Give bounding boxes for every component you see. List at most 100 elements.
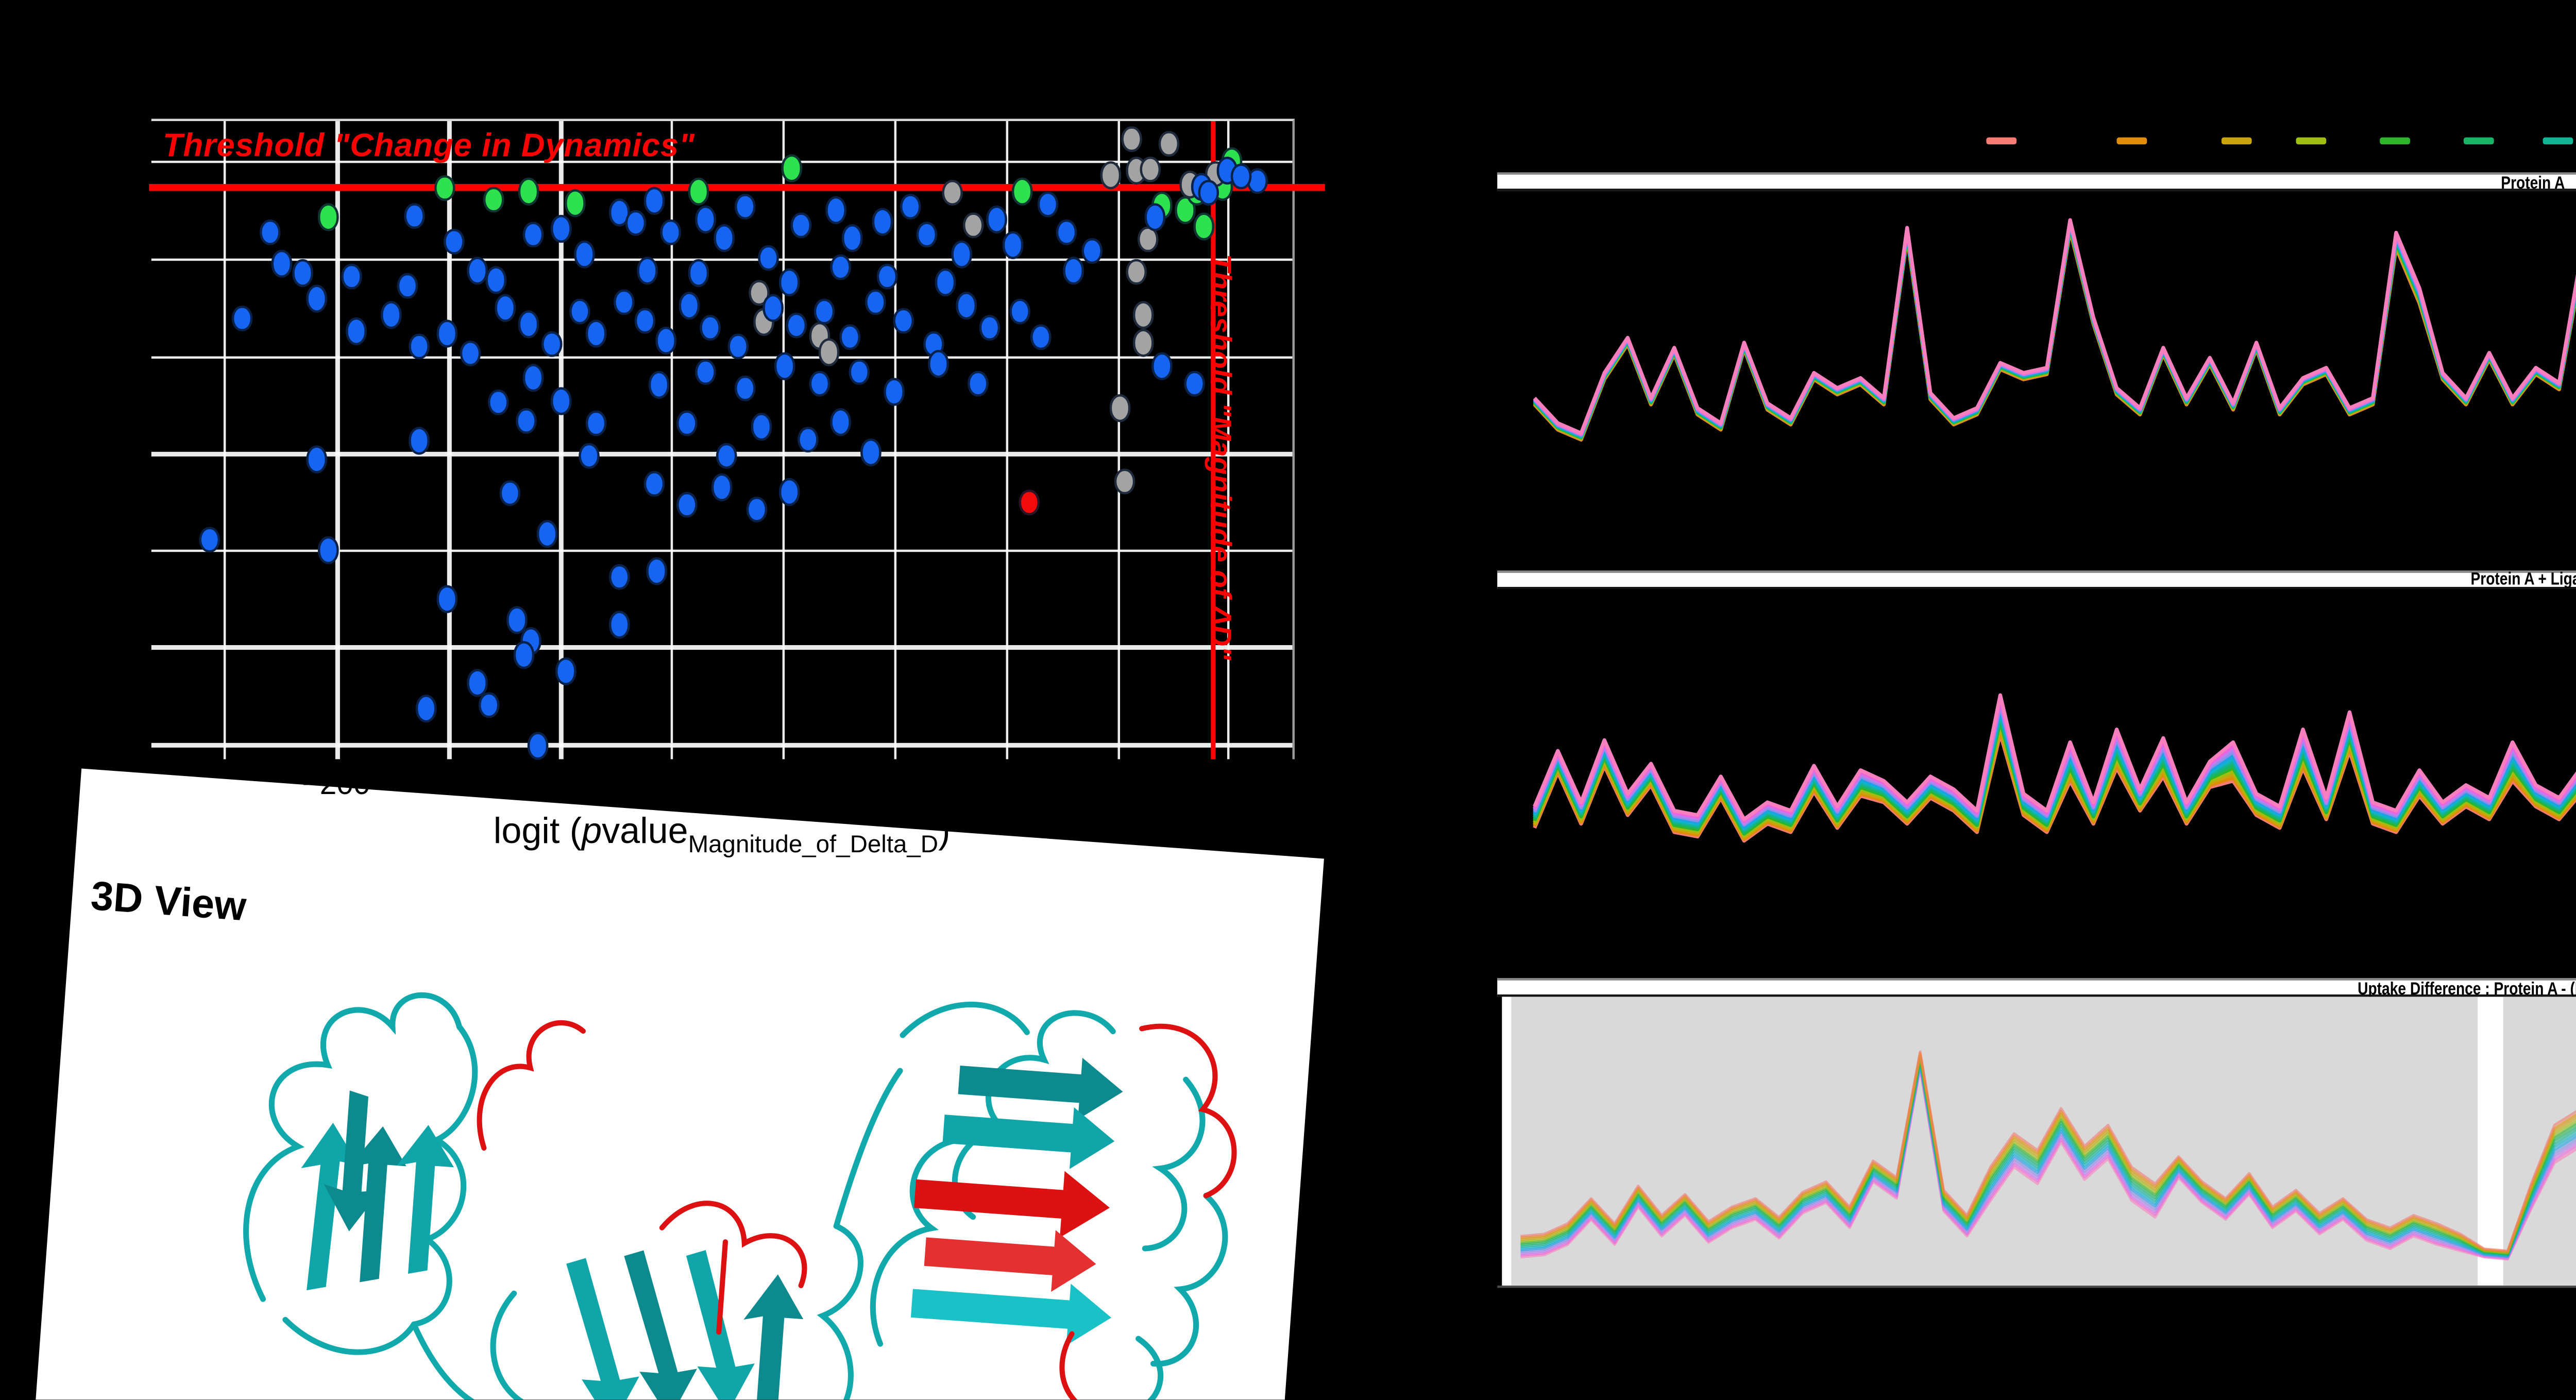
gridline-vertical	[670, 120, 674, 760]
gridline-vertical	[1005, 120, 1008, 760]
gridline-horizontal	[151, 160, 1293, 164]
scatter-point	[677, 410, 699, 437]
scatter-point	[435, 174, 456, 201]
scatter-point	[831, 408, 852, 435]
chart-title-protein-a: Protein A	[2501, 171, 2566, 193]
scatter-point	[968, 369, 989, 397]
scatter-point	[928, 350, 950, 378]
x-tick-mark	[1227, 759, 1231, 769]
chart-title-bar-protein-a-ligand: Protein A + Ligand	[1497, 568, 2576, 589]
scatter-point	[951, 241, 972, 268]
scatter-point	[1082, 238, 1104, 265]
scatter-point	[586, 321, 607, 348]
scatter-point	[625, 210, 647, 237]
legend-color-dash	[2296, 137, 2327, 144]
scatter-point	[1158, 130, 1180, 158]
x-tick-mark	[560, 759, 564, 769]
scatter-point	[942, 178, 963, 206]
panel-gray-region	[1511, 997, 2478, 1286]
scatter-point	[979, 314, 1001, 341]
scatter-point	[574, 241, 596, 268]
scatter-point	[839, 324, 860, 351]
chart-title-bar-protein-a: Protein A	[1497, 171, 2576, 193]
scatter-point	[305, 446, 326, 473]
gridline-horizontal	[151, 646, 1293, 650]
protein-ribbon-graphic[interactable]	[98, 908, 1251, 1400]
scatter-point	[648, 372, 670, 399]
scatter-point	[734, 375, 755, 402]
x-tick-mark	[1005, 759, 1009, 769]
uptake-series-line	[1533, 228, 2576, 442]
scatter-point	[1030, 324, 1052, 351]
scatter-point	[865, 289, 887, 316]
legend-color-dash	[2221, 137, 2252, 144]
scatter-point	[291, 260, 313, 287]
scatter-point	[346, 317, 367, 345]
scatter-point	[517, 178, 538, 205]
scatter-point	[642, 187, 664, 214]
scatter-point	[825, 197, 846, 224]
scatter-point	[757, 244, 778, 271]
scatter-point	[859, 438, 881, 466]
scatter-point	[1133, 302, 1155, 329]
threshold-label-magnitude-of-dd: Threshold "Magnitude of ΔD"	[1205, 254, 1238, 661]
scatter-point	[198, 526, 219, 553]
3d-view-card: 3D View	[33, 768, 1324, 1400]
gridline-vertical	[560, 120, 563, 760]
scatter-point	[694, 206, 716, 233]
scatter-point	[831, 254, 852, 281]
scatter-point	[579, 442, 600, 469]
scatter-point	[488, 388, 510, 415]
threshold-label-change-in-dynamics: Threshold "Change in Dynamics"	[162, 125, 695, 162]
scatter-point	[551, 387, 573, 415]
scatter-point	[637, 257, 658, 284]
scatter-point	[694, 359, 716, 386]
scatter-point	[779, 269, 801, 297]
scatter-point	[660, 218, 681, 245]
scatter-point	[642, 470, 664, 498]
scatter-point	[1019, 488, 1041, 516]
scatter-point	[466, 669, 487, 696]
gridline-vertical	[223, 120, 227, 760]
scatter-point	[517, 311, 538, 338]
scatter-point	[466, 257, 487, 284]
scatter-point	[745, 496, 767, 524]
legend-color-dash	[2380, 137, 2410, 144]
scatter-point	[842, 225, 864, 252]
scatter-point	[779, 478, 801, 505]
scatter-point	[1056, 218, 1077, 245]
x-axis-title-suffix: )	[938, 813, 951, 853]
scatter-point	[817, 339, 839, 366]
scatter-point	[477, 691, 499, 718]
scatter-point	[1108, 394, 1130, 421]
scatter-point	[614, 289, 636, 316]
scatter-point	[535, 520, 557, 547]
uptake-series-line	[1533, 692, 2576, 820]
scatter-point	[542, 330, 564, 357]
uptake-series-line	[1533, 218, 2576, 436]
scatter-point	[1002, 231, 1024, 258]
chart-title-bar-uptake-difference: Uptake Difference : Protein A - (Protein…	[1497, 977, 2576, 999]
x-tick-mark	[1116, 759, 1121, 769]
chart-title-protein-a-ligand: Protein A + Ligand	[2469, 568, 2576, 589]
gridline-vertical	[782, 120, 786, 760]
scatter-point	[774, 352, 795, 380]
scatter-point	[808, 369, 829, 397]
scatter-point	[522, 364, 543, 391]
scatter-point	[494, 295, 516, 322]
scatter-point	[1062, 257, 1084, 284]
scatter-point	[885, 378, 906, 406]
gridline-vertical	[1227, 120, 1231, 760]
gridline-vertical	[336, 120, 340, 760]
scatter-point	[871, 209, 892, 236]
scatter-point	[306, 285, 328, 313]
scatter-point	[1099, 162, 1121, 189]
x-axis-title-prefix: logit (	[493, 813, 582, 853]
scatter-point	[917, 222, 938, 249]
scatter-point	[609, 611, 631, 638]
scatter-point	[962, 211, 984, 239]
scatter-point	[646, 557, 668, 584]
chart-title-uptake-difference: Uptake Difference : Protein A - (Protein…	[2359, 977, 2576, 999]
scatter-point	[814, 298, 835, 325]
